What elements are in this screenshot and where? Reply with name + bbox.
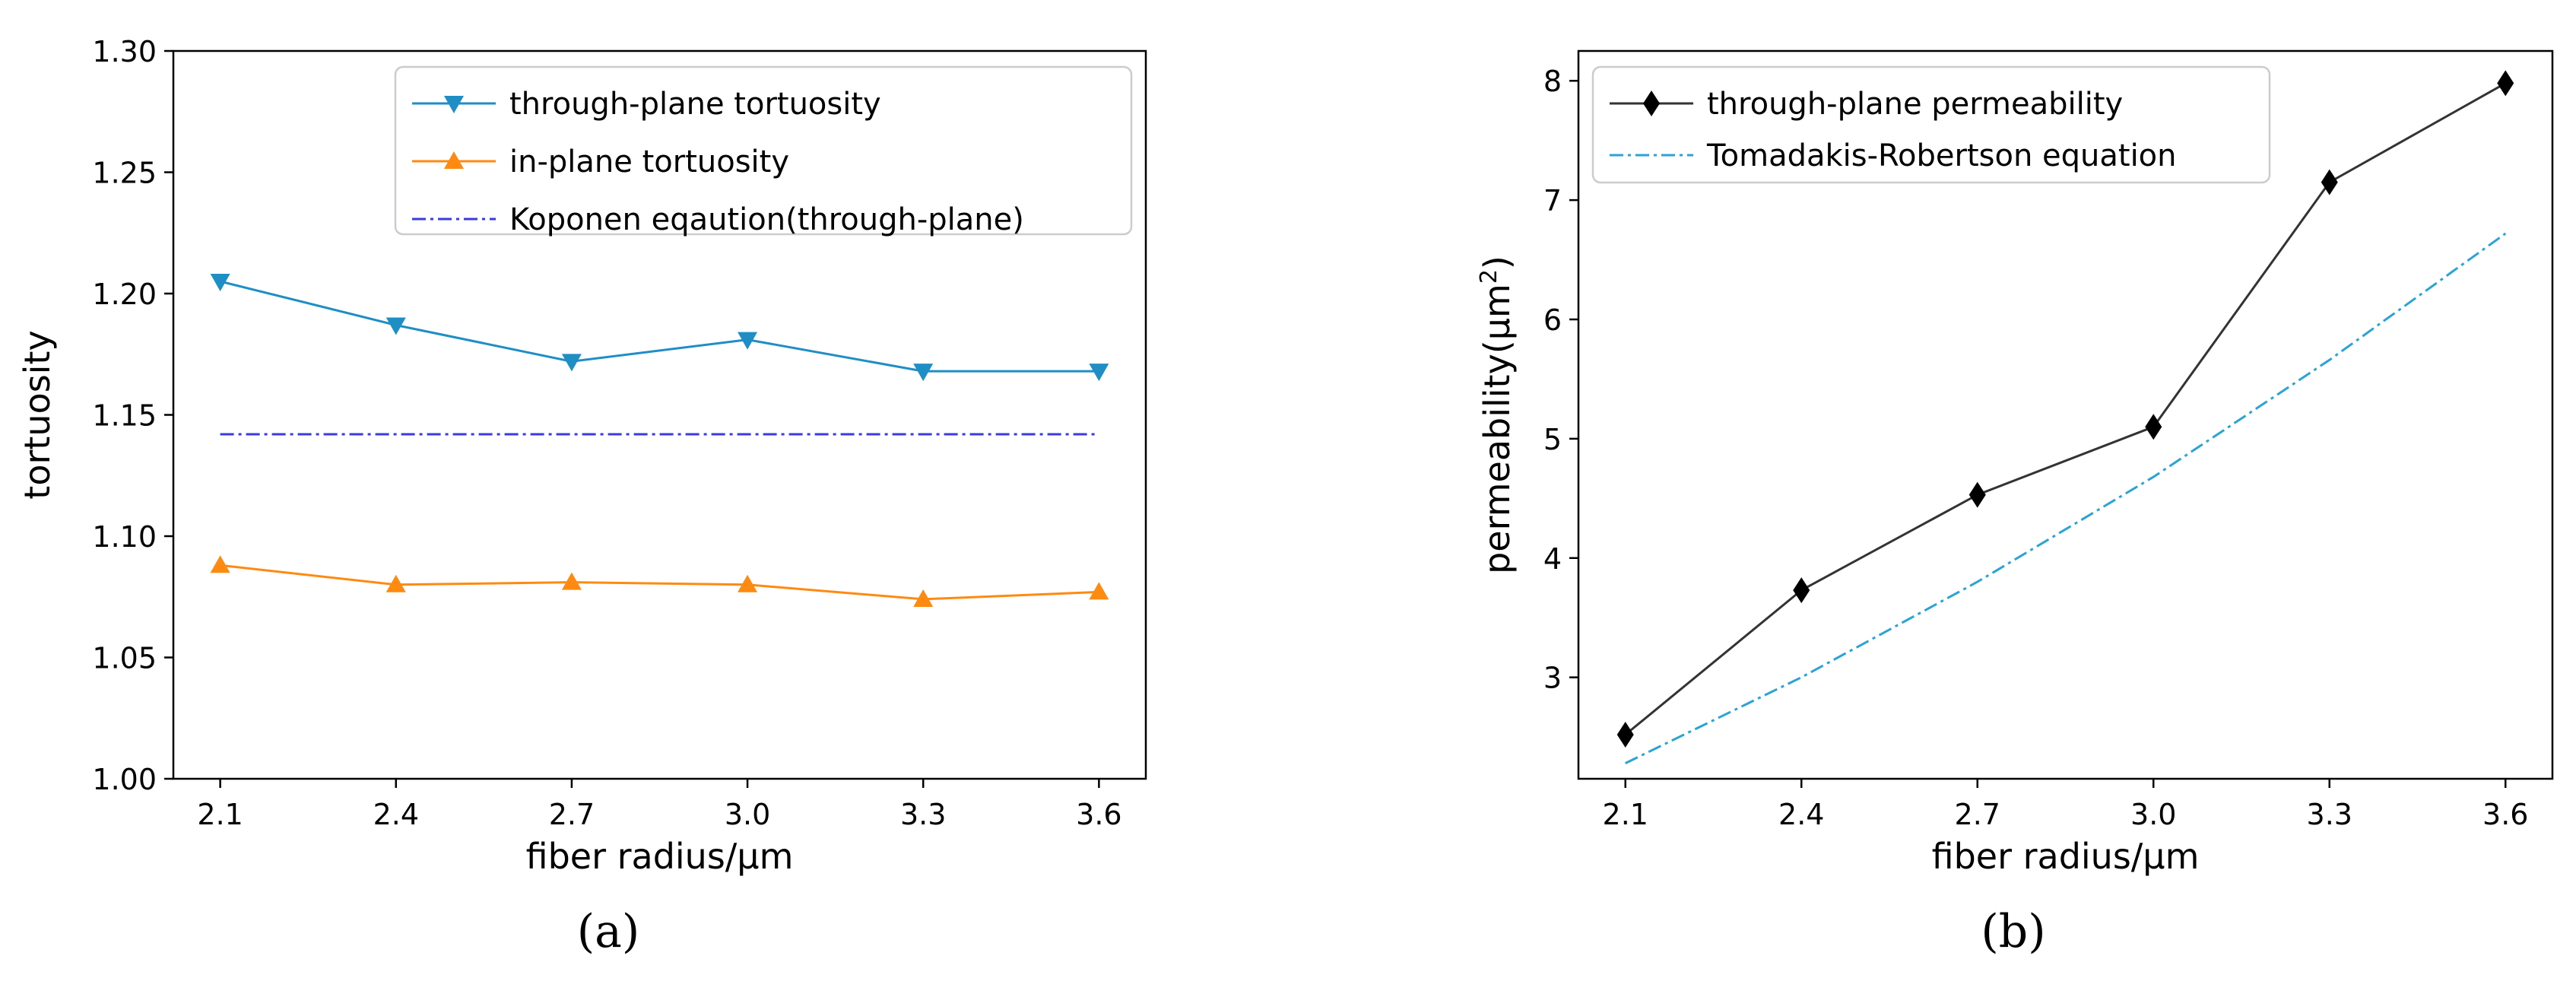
series-line <box>220 280 1099 373</box>
y-tick-label: 5 <box>1543 423 1562 456</box>
series-line <box>1624 82 2507 736</box>
y-tick-label: 8 <box>1543 65 1562 98</box>
x-tick-label: 3.3 <box>2307 798 2352 831</box>
x-tick-label: 2.7 <box>1955 798 2000 831</box>
y-tick-label: 1.05 <box>92 642 157 675</box>
y-tick-label: 6 <box>1543 303 1562 337</box>
panel-label: (b) <box>1981 905 2045 958</box>
legend: through-plane tortuosity in-plane tortuos… <box>394 65 1133 237</box>
data-point <box>561 572 582 590</box>
y-tick-label: 3 <box>1543 662 1562 695</box>
y-tick-label: 1.30 <box>92 35 157 68</box>
y-tick-label: 1.25 <box>92 157 157 190</box>
legend-entry: through-plane tortuosity <box>509 87 881 122</box>
data-point <box>210 274 230 292</box>
data-point <box>385 574 406 592</box>
legend-entry: in-plane tortuosity <box>509 144 789 179</box>
legend-entry: through-plane permeability <box>1707 87 2123 122</box>
data-point <box>1616 721 1634 748</box>
data-point <box>738 574 758 592</box>
series-through-plane-tortuosity <box>210 274 1109 382</box>
legend-marker <box>444 151 464 169</box>
data-point <box>2497 70 2514 97</box>
legend-entry: Koponen eqaution(through-plane) <box>509 202 1024 237</box>
x-tick-label: 3.0 <box>725 798 770 831</box>
x-tick-label: 3.0 <box>2130 798 2176 831</box>
y-tick-label: 1.20 <box>92 278 157 311</box>
x-tick-label: 3.3 <box>900 798 946 831</box>
legend-entry: Tomadakis-Robertson equation <box>1706 138 2177 173</box>
y-tick-label: 4 <box>1543 542 1562 576</box>
x-tick-label: 2.1 <box>197 798 243 831</box>
data-point <box>210 555 230 573</box>
series-line <box>220 564 1099 601</box>
y-tick-label: 7 <box>1543 184 1562 218</box>
series-in-plane-tortuosity <box>210 555 1109 607</box>
x-axis-label: fiber radius/μm <box>526 836 794 877</box>
data-point <box>913 589 934 607</box>
data-point <box>2145 414 2162 440</box>
data-point <box>561 354 582 372</box>
legend-marker <box>1643 91 1660 116</box>
data-point <box>1089 582 1109 600</box>
data-point <box>738 332 758 350</box>
y-axis-label-sup: 2 <box>1476 269 1502 284</box>
panel-label: (a) <box>577 905 640 958</box>
x-tick-label: 2.4 <box>1778 798 1824 831</box>
x-tick-label: 3.6 <box>1076 798 1121 831</box>
data-point <box>2321 169 2338 195</box>
series-line <box>1625 232 2507 764</box>
plot-frame <box>1577 49 2554 780</box>
data-point <box>1968 481 1986 508</box>
legend-box <box>394 65 1133 236</box>
data-point <box>1089 364 1109 382</box>
y-tick-label: 1.00 <box>92 763 157 796</box>
x-tick-label: 2.4 <box>373 798 419 831</box>
y-tick-label: 1.15 <box>92 399 157 433</box>
y-axis-label: tortuosity <box>17 330 58 499</box>
series-through-plane-permeability <box>1616 70 2514 748</box>
x-tick-label: 2.1 <box>1603 798 1648 831</box>
legend-marker <box>444 96 464 113</box>
legend: through-plane permeability Tomadakis-Robe… <box>1591 65 2271 184</box>
y-axis-label: permeability(μm2) <box>1476 256 1518 574</box>
x-tick-label: 2.7 <box>549 798 595 831</box>
legend-box <box>1591 65 2271 184</box>
data-point <box>913 364 934 382</box>
x-axis-label: fiber radius/μm <box>1932 836 2200 877</box>
data-point <box>385 317 406 335</box>
chart-panel-b: 2.1 2.4 2.7 3.0 3.3 3.6 3 4 5 6 7 8 fiber radius/μm p… <box>1476 49 2554 958</box>
y-axis-label-end: ) <box>1477 256 1518 269</box>
y-axis-label-main: permeability(μm <box>1477 284 1518 574</box>
data-point <box>1793 577 1810 604</box>
x-tick-label: 3.6 <box>2482 798 2528 831</box>
y-tick-label: 1.10 <box>92 520 157 554</box>
chart-panel-a: 2.1 2.4 2.7 3.0 3.3 3.6 1.00 1.05 1.10 1.15 1.20 1.… <box>17 35 1147 958</box>
series-tomadakis-robertson-equation <box>1625 232 2507 764</box>
